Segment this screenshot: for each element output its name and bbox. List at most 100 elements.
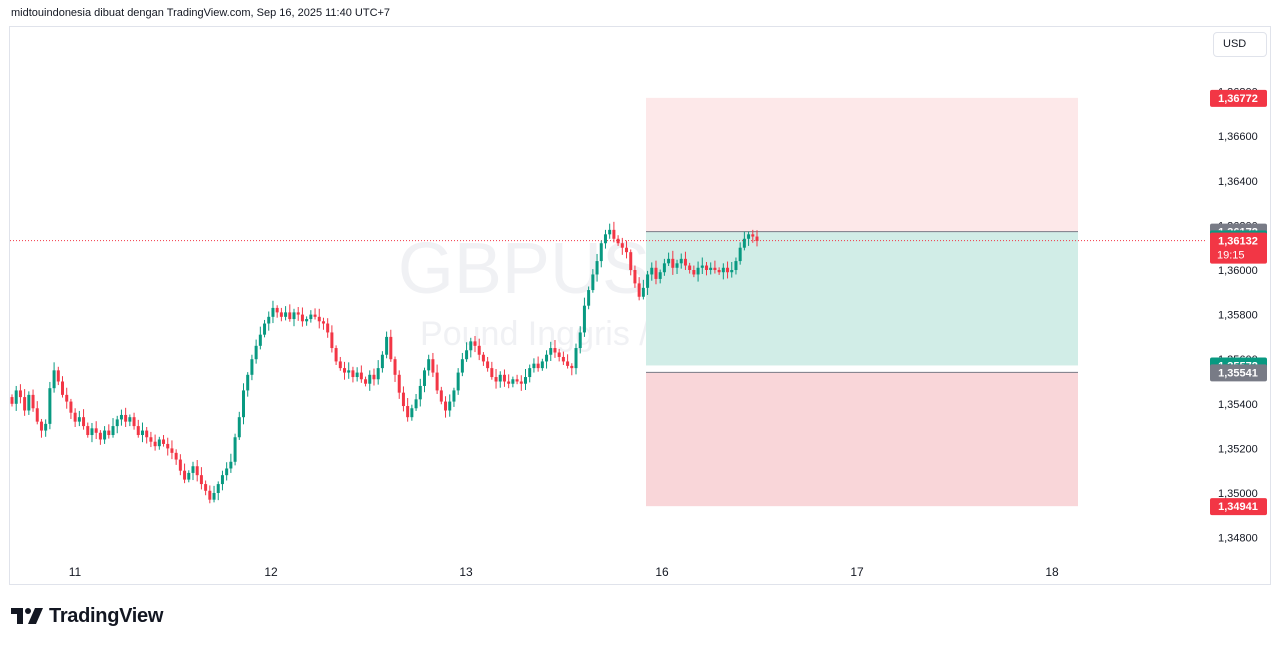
candle-body [414,399,418,409]
candle-body [477,345,481,355]
chart-frame [9,26,1271,585]
candle-body [692,270,696,275]
candle-body [204,484,208,491]
candle-body [241,390,245,418]
candle-body [216,484,220,493]
candle-body [742,238,746,248]
candle-body [166,443,170,449]
candle-body [35,408,39,422]
candle-body [641,287,645,297]
candle-body [10,397,14,404]
candle-body [704,265,708,270]
candle-body [376,368,380,380]
x-axis-tick-label: 17 [850,565,864,579]
y-axis-tick-label: 1,35800 [1218,310,1258,322]
x-axis-tick-label: 18 [1045,565,1059,579]
x-axis-tick-label: 16 [655,565,669,579]
candle-body [351,370,355,378]
candle-body [456,372,460,391]
candle-body [633,270,637,284]
candle-body [119,414,123,420]
price-tag-label: 1,36772 [1218,93,1258,105]
candle-body [721,267,725,273]
y-axis-tick-label: 1,34800 [1218,533,1258,545]
candle-body [717,270,721,273]
candle-body [730,270,734,273]
candle-body [608,229,612,235]
candle-body [650,267,654,275]
candle-body [86,426,90,436]
candle-body [667,258,671,264]
candle-body [709,267,713,270]
candle-body [237,417,241,438]
current-price-tag [1210,232,1267,264]
candle-body [578,332,582,349]
candle-body [696,267,700,275]
candle-body [82,417,86,427]
price-tag [1210,498,1267,516]
candle-body [292,312,296,320]
candle-body [662,263,666,273]
candle-body [557,352,561,357]
candle-body [380,354,384,369]
x-axis-tick-label: 11 [69,565,82,579]
candle-body [140,430,144,436]
candle-body [128,417,132,422]
candle-body [271,307,275,317]
price-tag-label: 1,35541 [1218,367,1258,379]
candle-body [31,394,35,409]
x-axis-tick-label: 13 [459,565,473,579]
candle-body [620,243,624,248]
tradingview-logo[interactable]: TradingView [11,604,163,628]
candle-body [481,354,485,362]
candle-body [675,263,679,268]
candle-body [574,348,578,369]
candle-body [149,437,153,442]
candle-body [157,439,161,447]
candle-body [751,234,755,237]
candle-body [637,283,641,297]
candle-body [713,267,717,270]
candle-body [44,423,48,431]
candle-body [359,372,363,380]
candle-body [507,381,511,384]
candle-body [162,439,166,444]
candle-body [519,381,523,384]
candle-body [422,370,426,386]
candle-body [494,377,498,382]
currency-button[interactable]: USD [1213,32,1267,57]
tradingview-logo-text: TradingView [49,604,164,627]
candle-body [582,305,586,333]
candle-body [646,274,650,288]
candle-body [107,430,111,436]
candle-body [136,426,140,436]
stop-zone-lower [646,372,1078,507]
candle-body [187,472,191,480]
candle-body [90,428,94,436]
candle-body [726,267,730,273]
candle-body [393,359,397,375]
candle-body [591,274,595,291]
candle-body [170,448,174,453]
candle-body [738,247,742,262]
candle-body [540,361,544,369]
candle-body [73,412,77,422]
candle-body [734,261,738,270]
candle-body [178,459,182,471]
candle-body [103,430,107,440]
candle-body [524,377,528,384]
y-axis-tick-label: 1,36400 [1218,176,1258,188]
candle-body [195,466,199,476]
candle-body [183,470,187,480]
candle-body [199,475,203,485]
candle-body [296,312,300,315]
candle-body [599,243,603,262]
chart-header: midtouindonesia dibuat dengan TradingVie… [11,7,391,19]
candle-body [747,234,751,239]
candle-body [603,234,607,244]
candle-body [486,361,490,369]
candle-body [145,430,149,438]
candle-body [469,341,473,351]
candle-body [115,419,119,427]
